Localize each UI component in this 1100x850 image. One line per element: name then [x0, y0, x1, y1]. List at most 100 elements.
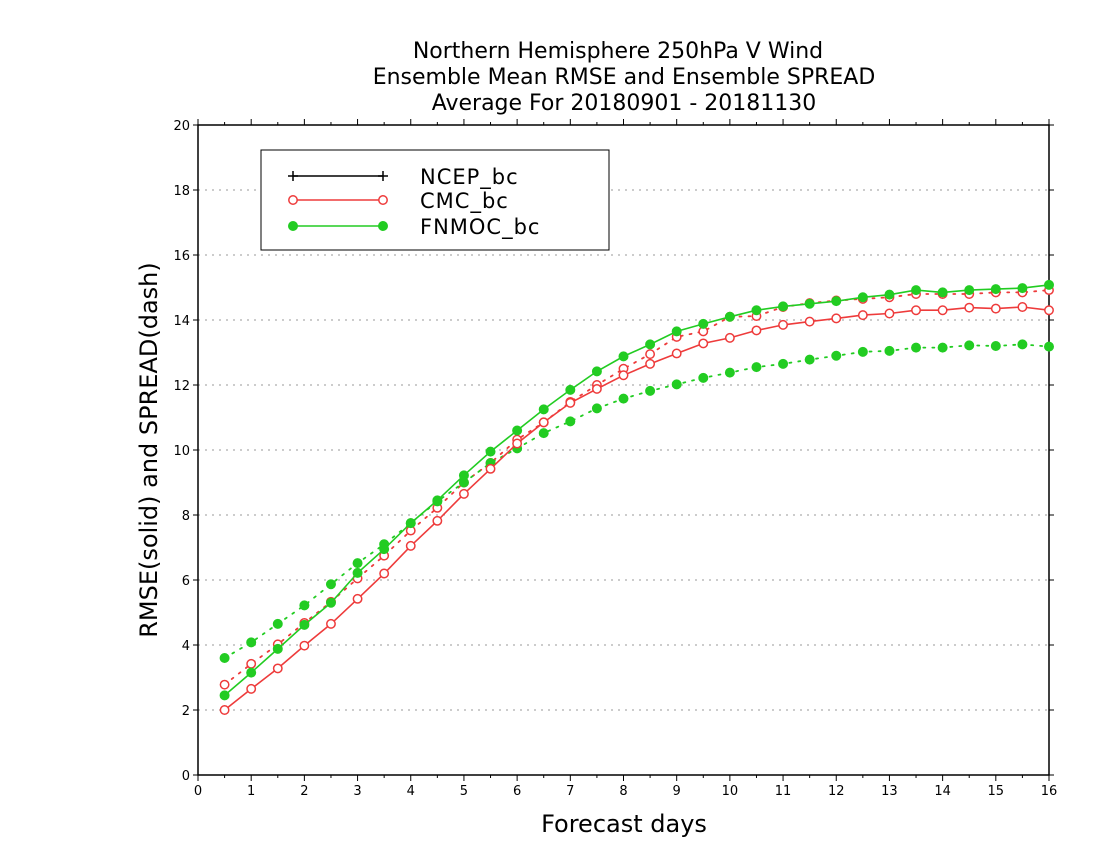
point-fnmoc-bc-spread-14-5	[964, 340, 975, 351]
point-cmc-bc-rmse-13-5	[911, 305, 921, 316]
point-fnmoc-bc-spread-9	[671, 379, 682, 390]
x-tick-label-9: 9	[673, 784, 681, 799]
point-fnmoc-bc-spread-2	[299, 600, 310, 611]
x-tick-label-7: 7	[566, 784, 574, 799]
point-fnmoc-bc-rmse-10	[724, 311, 735, 322]
y-tick-label-6: 6	[182, 574, 190, 589]
legend-label-cmc-bc: CMC_bc	[420, 189, 509, 214]
point-cmc-bc-rmse-6	[512, 438, 523, 449]
series-fnmoc-bc-spread-line	[223, 343, 1050, 659]
point-cmc-bc-rmse-11-5	[804, 316, 815, 327]
legend-marker-ncep-bc-left	[288, 171, 298, 181]
y-tick-label-14: 14	[173, 314, 190, 329]
point-cmc-bc-rmse-14	[937, 305, 948, 316]
point-fnmoc-bc-spread-11	[778, 358, 789, 369]
y-axis-title: RMSE(solid) and SPREAD(dash)	[135, 262, 163, 638]
point-cmc-bc-rmse-7	[565, 397, 576, 408]
point-cmc-bc-rmse-8-5	[645, 358, 656, 369]
point-cmc-bc-rmse-7-5	[591, 383, 602, 394]
point-fnmoc-bc-rmse-3	[352, 567, 363, 578]
point-fnmoc-bc-spread-7-5	[591, 403, 602, 414]
point-cmc-bc-rmse-2	[299, 640, 310, 651]
series-cmc-bc-spread-line	[223, 289, 1050, 686]
legend-swatch-cmc-bc	[288, 195, 388, 205]
point-fnmoc-bc-spread-3	[352, 558, 363, 569]
point-cmc-bc-spread-8-5	[645, 349, 656, 360]
point-cmc-bc-rmse-15-5	[1017, 302, 1028, 312]
point-fnmoc-bc-rmse-14-5	[964, 285, 975, 296]
legend-marker-ncep-bc-right	[378, 171, 388, 181]
legend-swatch-fnmoc-bc	[288, 221, 388, 231]
y-tick-label-16: 16	[173, 249, 190, 264]
point-cmc-bc-spread-0-5	[219, 679, 230, 690]
legend-marker-fnmoc-bc-left	[288, 221, 298, 231]
point-cmc-bc-rmse-11	[778, 319, 789, 330]
point-cmc-bc-rmse-6-5	[538, 417, 549, 428]
point-cmc-bc-rmse-13	[884, 308, 895, 319]
point-fnmoc-bc-rmse-11-5	[804, 298, 815, 309]
point-cmc-bc-rmse-5-5	[485, 463, 496, 474]
point-fnmoc-bc-spread-14	[937, 342, 948, 353]
point-cmc-bc-rmse-1	[246, 683, 257, 694]
point-fnmoc-bc-spread-1-5	[272, 618, 283, 629]
title-line-2: Ensemble Mean RMSE and Ensemble SPREAD	[373, 65, 876, 90]
chart-title: Northern Hemisphere 250hPa V Wind Ensemb…	[373, 39, 876, 116]
point-cmc-bc-rmse-3	[352, 593, 363, 604]
x-tick-label-14: 14	[934, 784, 951, 799]
point-fnmoc-bc-rmse-15-5	[1017, 283, 1028, 294]
point-fnmoc-bc-spread-2-5	[325, 579, 336, 590]
x-tick-label-15: 15	[988, 784, 1005, 799]
x-tick-label-4: 4	[407, 784, 415, 799]
x-tick-label-13: 13	[881, 784, 898, 799]
x-tick-label-16: 16	[1041, 784, 1058, 799]
x-tick-label-0: 0	[194, 784, 202, 799]
legend-marker-cmc-bc-right	[378, 195, 388, 205]
title-line-1: Northern Hemisphere 250hPa V Wind	[413, 39, 823, 64]
x-axis-title: Forecast days	[541, 810, 707, 838]
point-fnmoc-bc-rmse-12-5	[857, 292, 868, 303]
point-cmc-bc-rmse-15	[990, 303, 1001, 314]
point-cmc-bc-rmse-10	[724, 332, 735, 343]
point-fnmoc-bc-rmse-8-5	[645, 339, 656, 350]
y-tick-label-10: 10	[173, 444, 190, 459]
point-fnmoc-bc-rmse-13-5	[911, 285, 922, 296]
point-fnmoc-bc-spread-10	[724, 367, 735, 378]
point-fnmoc-bc-rmse-5-5	[485, 446, 496, 457]
point-fnmoc-bc-spread-0-5	[219, 653, 230, 663]
title-line-3: Average For 20180901 - 20181130	[432, 91, 817, 116]
point-fnmoc-bc-rmse-12	[831, 296, 842, 307]
point-fnmoc-bc-rmse-8	[618, 351, 629, 362]
point-fnmoc-bc-rmse-10-5	[751, 305, 762, 316]
series-fnmoc-bc-rmse-line	[223, 284, 1050, 697]
point-fnmoc-bc-spread-1	[246, 637, 257, 648]
legend-marker-cmc-bc-left	[288, 195, 298, 205]
point-fnmoc-bc-rmse-9	[671, 326, 682, 337]
point-cmc-bc-rmse-12-5	[857, 310, 868, 321]
legend: NCEP_bc CMC_bc FNMOC_bc	[260, 149, 610, 251]
point-cmc-bc-rmse-4-5	[432, 515, 443, 526]
x-tick-label-1: 1	[247, 784, 255, 799]
point-fnmoc-bc-rmse-4	[405, 518, 416, 529]
point-fnmoc-bc-spread-12	[831, 350, 842, 361]
point-fnmoc-bc-spread-8	[618, 393, 629, 404]
point-fnmoc-bc-rmse-9-5	[698, 318, 709, 329]
point-fnmoc-bc-rmse-13	[884, 289, 895, 300]
point-fnmoc-bc-rmse-0-5	[219, 690, 230, 701]
point-fnmoc-bc-spread-8-5	[645, 385, 656, 396]
series-cmc-bc-rmse-line	[223, 306, 1050, 711]
point-fnmoc-bc-rmse-7	[565, 384, 576, 395]
point-fnmoc-bc-spread-15	[990, 341, 1001, 351]
point-cmc-bc-rmse-1-5	[272, 663, 283, 674]
point-cmc-bc-rmse-5	[458, 488, 469, 499]
x-tick-label-11: 11	[775, 784, 792, 799]
point-cmc-bc-rmse-12	[831, 313, 842, 324]
point-cmc-bc-rmse-9	[671, 348, 682, 359]
legend-label-ncep-bc: NCEP_bc	[420, 165, 519, 190]
point-fnmoc-bc-spread-9-5	[698, 372, 709, 383]
point-fnmoc-bc-rmse-1	[246, 667, 257, 678]
point-cmc-bc-rmse-3-5	[379, 568, 390, 579]
point-fnmoc-bc-rmse-6	[512, 425, 523, 436]
legend-swatch-ncep-bc	[288, 171, 388, 181]
